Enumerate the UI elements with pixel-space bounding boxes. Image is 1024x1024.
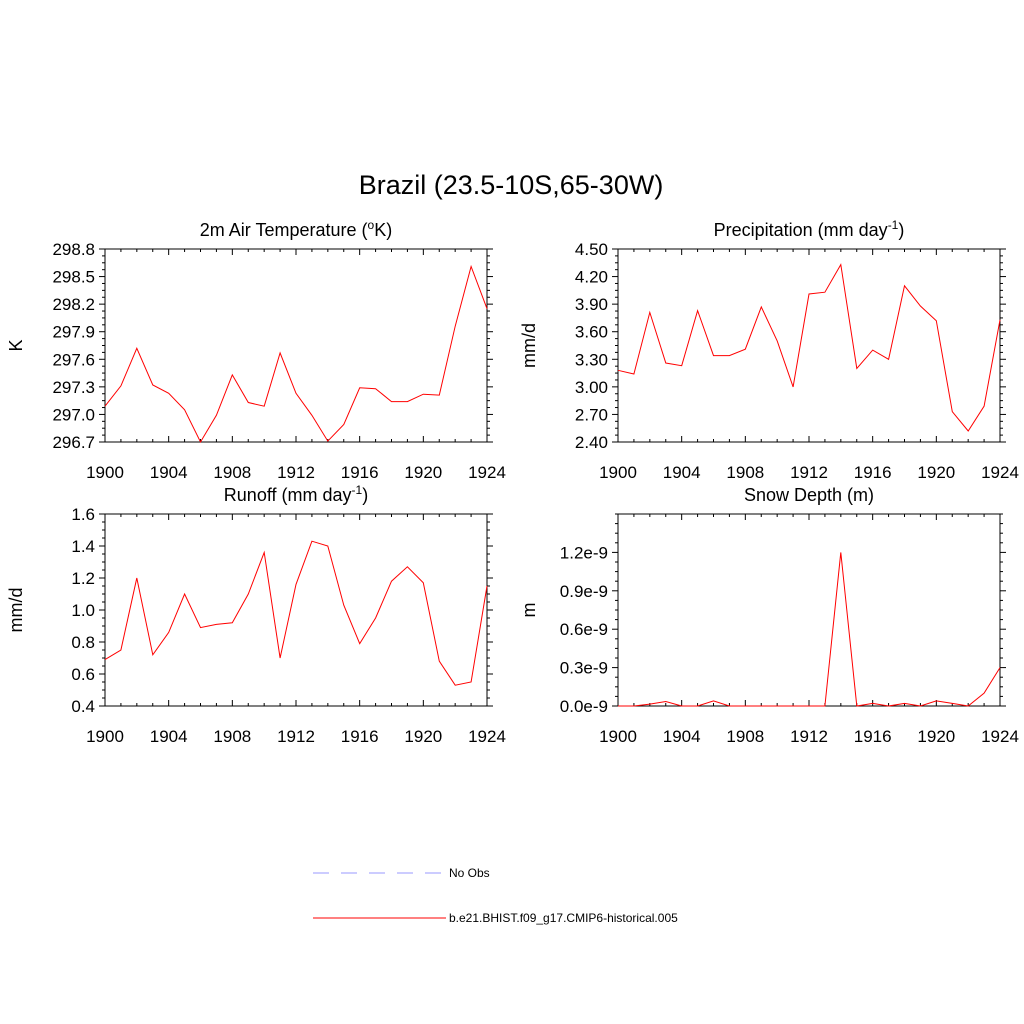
y-tick-label-runoff: 1.0: [71, 601, 95, 620]
series-line-runoff: [104, 540, 488, 686]
x-tick-label-air-temperature: 1916: [341, 463, 379, 482]
y-tick-label-precipitation: 3.30: [575, 350, 608, 369]
x-tick-label-air-temperature: 1908: [213, 463, 251, 482]
y-axis-label-air-temperature: K: [6, 339, 26, 351]
panel-title-snow-depth: Snow Depth (m): [744, 485, 874, 505]
y-tick-label-precipitation: 3.60: [575, 323, 608, 342]
legend: No Obs b.e21.BHIST.f09_g17.CMIP6-histori…: [313, 866, 678, 925]
y-tick-label-precipitation: 4.20: [575, 268, 608, 287]
y-tick-label-air-temperature: 296.7: [52, 433, 95, 452]
x-tick-label-precipitation: 1908: [726, 463, 764, 482]
y-tick-label-air-temperature: 298.8: [52, 240, 95, 259]
x-tick-label-runoff: 1916: [341, 727, 379, 746]
x-tick-label-snow-depth: 1900: [599, 727, 637, 746]
y-axis-label-runoff: mm/d: [6, 588, 26, 633]
x-tick-label-precipitation: 1920: [917, 463, 955, 482]
x-tick-label-air-temperature: 1912: [277, 463, 315, 482]
y-tick-label-snow-depth: 0.3e-9: [560, 659, 608, 678]
y-tick-label-runoff: 0.6: [71, 665, 95, 684]
x-tick-label-runoff: 1904: [150, 727, 188, 746]
y-tick-label-air-temperature: 298.5: [52, 268, 95, 287]
x-tick-label-air-temperature: 1924: [468, 463, 506, 482]
y-tick-label-runoff: 0.8: [71, 633, 95, 652]
y-tick-label-snow-depth: 0.6e-9: [560, 620, 608, 639]
y-tick-label-precipitation: 2.40: [575, 433, 608, 452]
y-axis-label-snow-depth: m: [519, 603, 539, 618]
plot-frame-air-temperature: [104, 248, 488, 443]
x-tick-label-precipitation: 1924: [981, 463, 1019, 482]
y-tick-label-runoff: 1.6: [71, 505, 95, 524]
figure-title: Brazil (23.5-10S,65-30W): [359, 170, 664, 200]
plot-frame-precipitation: [617, 248, 1001, 443]
panel-title-air-temperature: 2m Air Temperature (oK): [200, 218, 392, 240]
y-tick-label-precipitation: 4.50: [575, 240, 608, 259]
x-tick-label-snow-depth: 1924: [981, 727, 1019, 746]
panel-title-runoff: Runoff (mm day-1): [224, 483, 368, 505]
panel-snow-depth: Snow Depth (m) m 1900 1904 1908 1912 1916 1920 1…: [519, 485, 1019, 746]
x-tick-label-air-temperature: 1920: [404, 463, 442, 482]
x-tick-label-snow-depth: 1908: [726, 727, 764, 746]
y-tick-label-air-temperature: 297.0: [52, 405, 95, 424]
y-tick-label-precipitation: 3.90: [575, 295, 608, 314]
series-line-precipitation: [617, 263, 1001, 432]
y-axis-label-precipitation: mm/d: [519, 323, 539, 368]
x-tick-label-precipitation: 1900: [599, 463, 637, 482]
y-tick-label-air-temperature: 297.6: [52, 350, 95, 369]
y-tick-label-runoff: 0.4: [71, 697, 95, 716]
x-tick-label-air-temperature: 1904: [150, 463, 188, 482]
y-tick-label-air-temperature: 298.2: [52, 295, 95, 314]
plot-frame-snow-depth: [617, 513, 1001, 707]
x-tick-label-snow-depth: 1920: [917, 727, 955, 746]
y-tick-label-precipitation: 2.70: [575, 405, 608, 424]
x-tick-label-snow-depth: 1916: [854, 727, 892, 746]
y-tick-label-air-temperature: 297.9: [52, 323, 95, 342]
x-tick-label-precipitation: 1904: [663, 463, 701, 482]
y-tick-label-snow-depth: 0.9e-9: [560, 582, 608, 601]
legend-label-model: b.e21.BHIST.f09_g17.CMIP6-historical.005: [449, 911, 678, 925]
y-tick-label-runoff: 1.2: [71, 569, 95, 588]
y-tick-label-air-temperature: 297.3: [52, 378, 95, 397]
y-tick-label-snow-depth: 0.0e-9: [560, 697, 608, 716]
x-tick-label-runoff: 1908: [213, 727, 251, 746]
x-tick-label-precipitation: 1916: [854, 463, 892, 482]
x-tick-label-runoff: 1912: [277, 727, 315, 746]
x-tick-label-snow-depth: 1904: [663, 727, 701, 746]
y-tick-label-runoff: 1.4: [71, 537, 95, 556]
panel-title-precipitation: Precipitation (mm day-1): [714, 218, 905, 240]
y-tick-label-snow-depth: 1.2e-9: [560, 543, 608, 562]
x-tick-label-runoff: 1920: [404, 727, 442, 746]
x-tick-label-air-temperature: 1900: [86, 463, 124, 482]
x-tick-label-snow-depth: 1912: [790, 727, 828, 746]
x-tick-label-precipitation: 1912: [790, 463, 828, 482]
y-tick-label-precipitation: 3.00: [575, 378, 608, 397]
x-tick-label-runoff: 1900: [86, 727, 124, 746]
plot-frame-runoff: [104, 513, 488, 707]
panel-precipitation: Precipitation (mm day-1) mm/d 1900 1904 1908…: [519, 218, 1019, 482]
series-line-snow-depth: [618, 552, 1001, 707]
panel-air-temperature: 2m Air Temperature (oK) K 1900 1904 1908 1912…: [6, 218, 506, 482]
panel-runoff: Runoff (mm day-1) mm/d 1900 1904 1908 1912 191…: [6, 483, 506, 746]
series-line-air-temperature: [104, 264, 488, 444]
legend-label-no-obs: No Obs: [449, 866, 490, 880]
x-tick-label-runoff: 1924: [468, 727, 506, 746]
